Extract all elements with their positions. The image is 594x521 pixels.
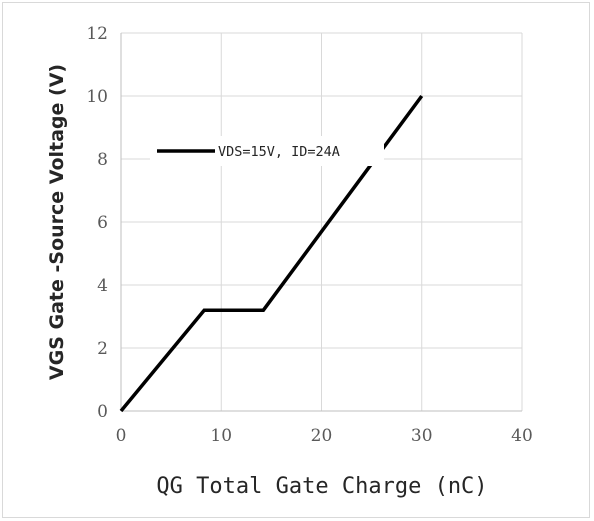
y-axis-label: VGS Gate -Source Voltage (V): [46, 64, 68, 380]
y-tick-label: 2: [97, 339, 108, 359]
x-tick-label: 0: [116, 426, 127, 446]
y-tick-label: 4: [97, 276, 108, 296]
legend-label: VDS=15V, ID=24A: [218, 144, 340, 160]
x-axis-label: QG Total Gate Charge (nC): [156, 474, 487, 499]
y-tick-label: 8: [97, 150, 108, 170]
x-tick-label: 30: [411, 426, 433, 446]
y-tick-label: 10: [86, 87, 108, 107]
legend: VDS=15V, ID=24A: [150, 136, 384, 166]
series-line-0: [119, 94, 424, 413]
grid: [121, 32, 523, 411]
tick-labels: 0 10 20 30 40 0 2 4 6 8 10 12: [86, 24, 532, 446]
y-tick-label: 6: [97, 213, 108, 233]
series-lines: [119, 94, 424, 413]
x-tick-label: 20: [311, 426, 333, 446]
axes: [120, 33, 522, 412]
y-tick-label: 12: [86, 24, 108, 44]
x-tick-label: 10: [210, 426, 232, 446]
x-tick-label: 40: [511, 426, 533, 446]
y-tick-label: 0: [97, 402, 108, 422]
